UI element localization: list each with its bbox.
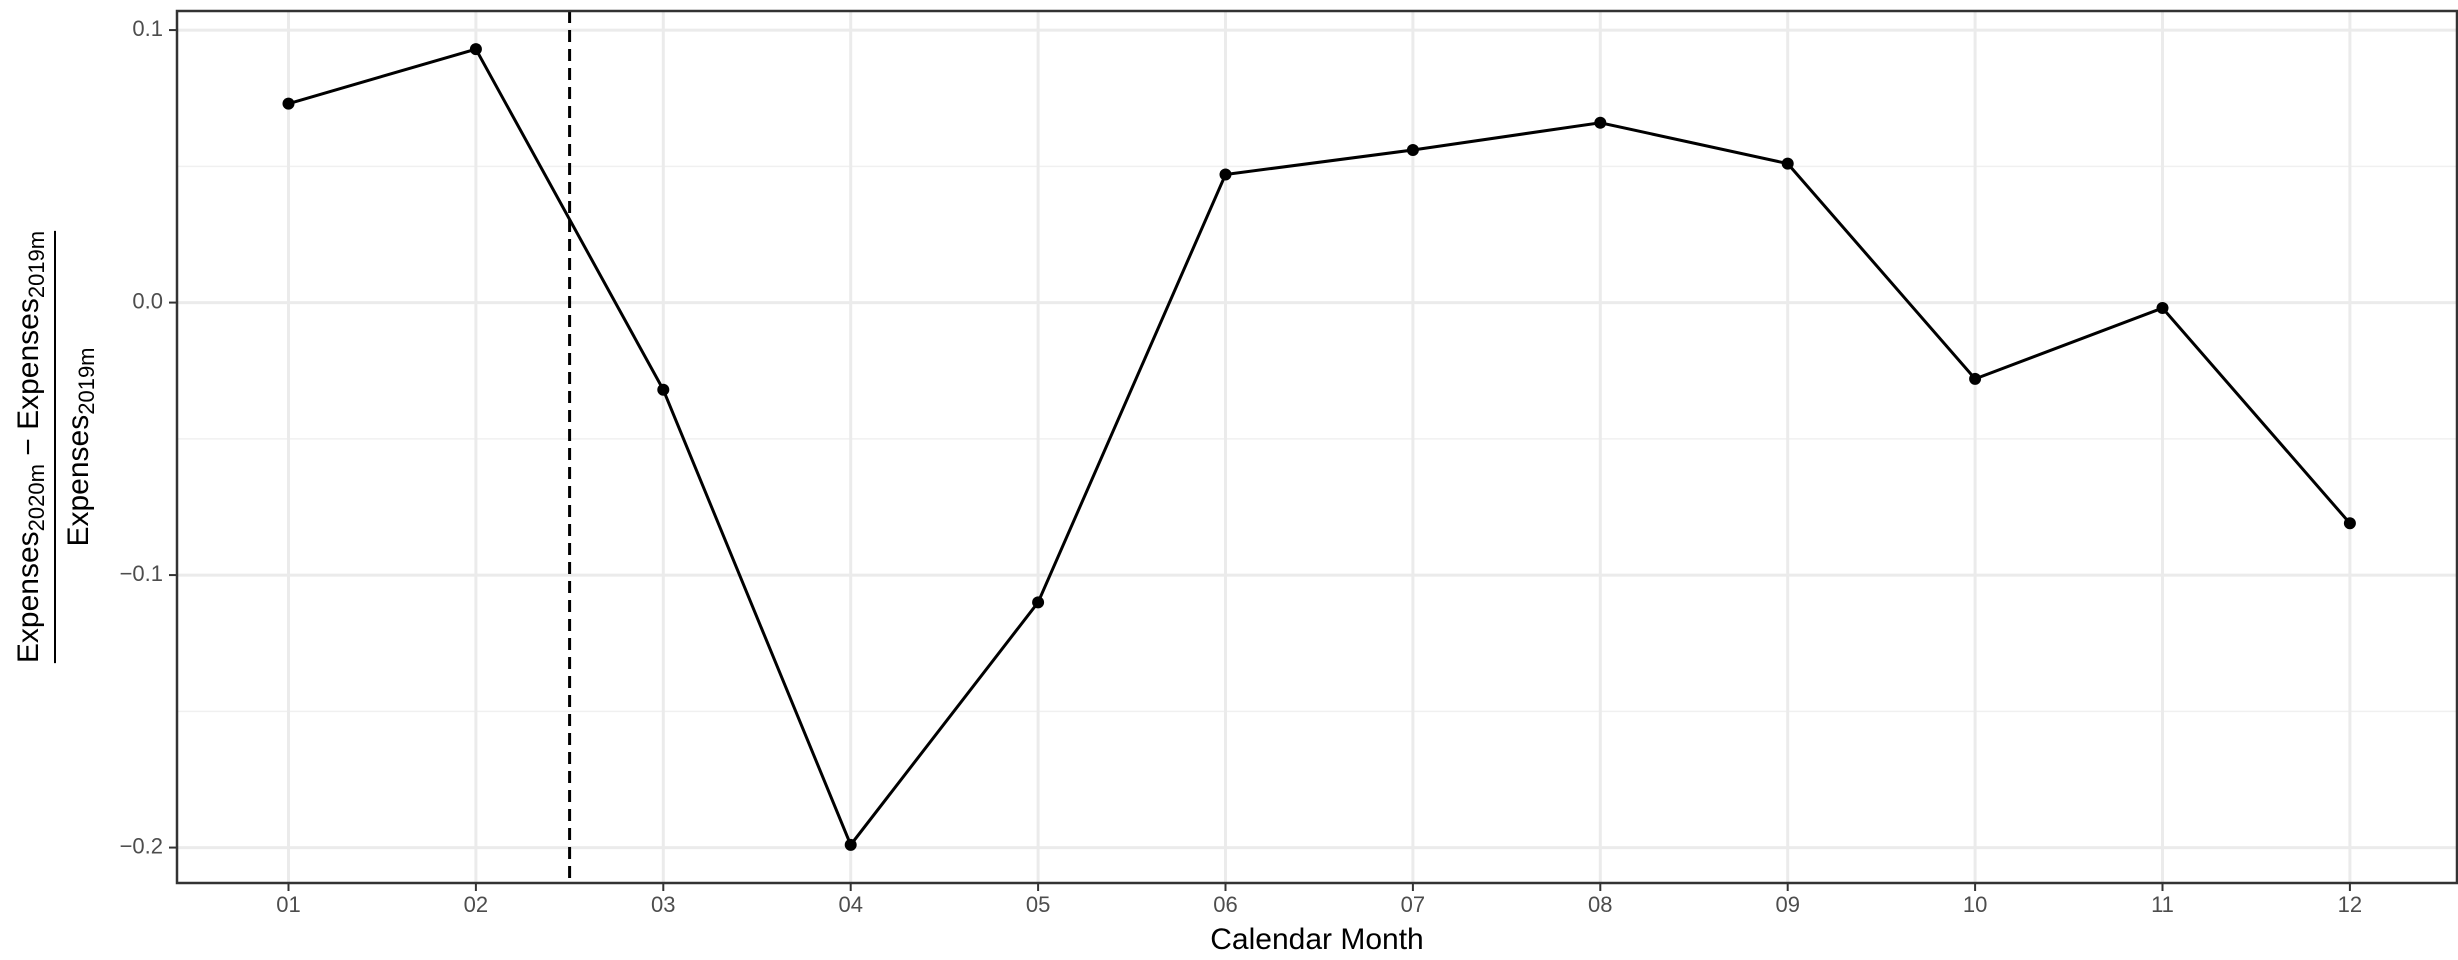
line — [288, 47, 2352, 848]
y-tick-label: −0.1 — [120, 561, 163, 586]
panel-border — [175, 9, 2458, 885]
x-tick-label: 02 — [464, 892, 488, 917]
y-axis-title-part: 2019m — [74, 347, 99, 414]
x-axis-title: Calendar Month — [1210, 923, 1423, 956]
x-tick-label: 01 — [276, 892, 300, 917]
point — [657, 383, 670, 396]
point — [469, 43, 482, 56]
point — [1032, 596, 1045, 609]
x-tick-label: 10 — [1963, 892, 1987, 917]
point — [1219, 168, 1232, 181]
y-axis-title-denominator: Expenses2019m — [62, 347, 99, 546]
y-axis-title-part: 2020m — [24, 464, 49, 531]
point — [1969, 372, 1982, 385]
y-tick-label: 0.0 — [132, 288, 163, 313]
y-tick-label: 0.1 — [132, 16, 163, 41]
point — [844, 838, 857, 851]
x-tick-label: 05 — [1026, 892, 1050, 917]
point — [282, 97, 295, 110]
y-axis-title-part: − Expenses — [12, 298, 45, 464]
y-axis-title-numerator: Expenses2020m − Expenses2019m — [12, 231, 49, 663]
x-tick-label: 07 — [1401, 892, 1425, 917]
point — [2343, 517, 2356, 530]
point — [1594, 116, 1607, 129]
x-tick-label: 03 — [651, 892, 675, 917]
point — [2156, 302, 2169, 315]
point — [1406, 143, 1419, 156]
y-axis-title-part: 2019m — [24, 231, 49, 298]
x-tick-label: 04 — [838, 892, 862, 917]
y-axis-title: Expenses2020m − Expenses2019mExpenses201… — [12, 230, 99, 664]
y-axis-title-part: Expenses — [12, 531, 45, 663]
x-tick-label: 08 — [1588, 892, 1612, 917]
x-tick-label: 06 — [1213, 892, 1237, 917]
x-tick-label: 12 — [2338, 892, 2362, 917]
x-tick-label: 09 — [1775, 892, 1799, 917]
y-axis-title-part: Expenses — [62, 415, 95, 547]
y-tick-label: −0.2 — [120, 833, 163, 858]
x-tick-label: 11 — [2151, 892, 2174, 917]
point — [1781, 157, 1794, 170]
